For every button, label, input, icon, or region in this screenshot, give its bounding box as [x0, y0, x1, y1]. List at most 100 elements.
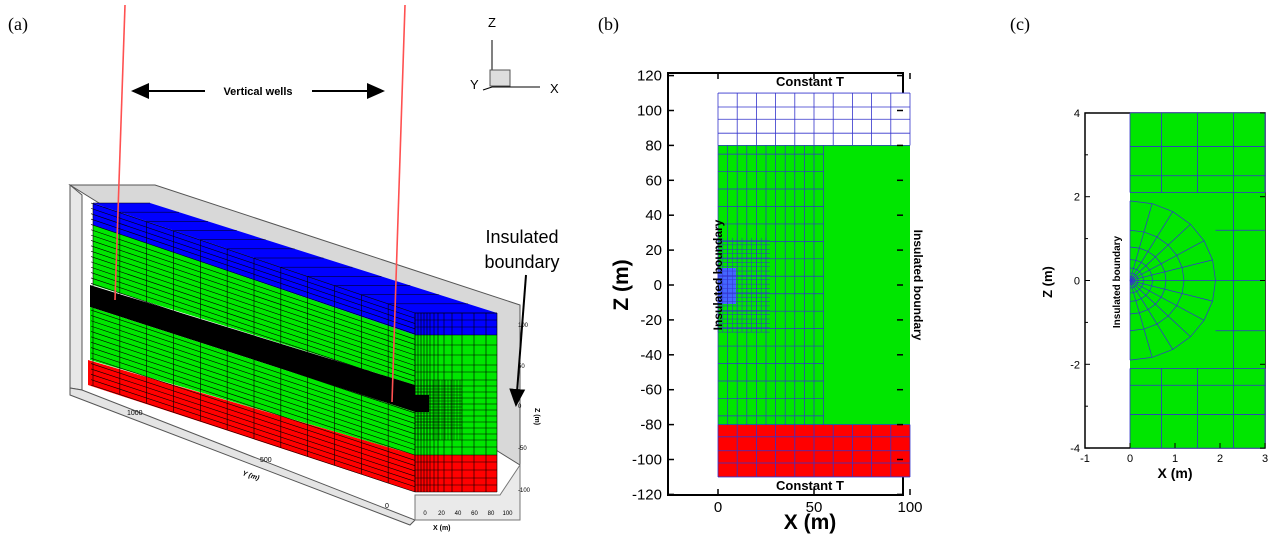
c-radial-spoke — [1129, 280, 1205, 321]
c-radial-spoke — [1129, 259, 1213, 281]
b-y-tick-label: -120 — [632, 486, 662, 503]
side-layer-line — [90, 272, 416, 382]
side-layer-line — [90, 245, 416, 356]
bedrock-side — [88, 360, 415, 492]
c-radial-spoke — [1129, 223, 1191, 281]
side-layer-line — [90, 352, 416, 461]
panel-c-ticks: 4 2 0 -2 -4-1 0 1 2 3 — [1070, 108, 1268, 465]
panel-a-figure: (a) Vertical wells Insulated boundary Z … — [8, 4, 560, 532]
wells-label: Vertical wells — [223, 86, 292, 98]
side-layer-line — [90, 202, 416, 314]
c-radial-ring — [1129, 200, 1216, 361]
side-layer-line — [90, 341, 416, 451]
b-y-tick-label: 100 — [637, 103, 662, 120]
c-radial-ring — [1129, 272, 1139, 289]
fracture-zone — [718, 268, 736, 304]
x-tick-label: 100 — [502, 511, 513, 517]
c-y-tick-label: 4 — [1074, 108, 1080, 120]
side-layer-line — [90, 218, 416, 330]
triad-x: X — [550, 81, 559, 96]
c-radial-ring — [1129, 259, 1153, 302]
side-layer-line — [90, 379, 416, 488]
c-radial-spoke — [1129, 240, 1205, 281]
c-radial-spoke — [1129, 280, 1153, 358]
well-layer-front — [415, 395, 429, 412]
side-layer-line — [90, 229, 416, 340]
side-layer-line — [90, 224, 416, 335]
side-layer-line — [90, 309, 416, 419]
boundary-label-line-1: Insulated — [485, 227, 558, 247]
panel-c-y-axis-title: Z (m) — [1040, 266, 1055, 298]
x-tick-label: 20 — [438, 511, 445, 517]
panel-c-x-axis-title: X (m) — [1158, 465, 1193, 481]
b-y-tick-label: 40 — [645, 207, 662, 224]
b-y-tick-label: -80 — [640, 417, 662, 434]
y-axis-title: Y (m) — [241, 470, 260, 482]
b-y-tick-label: 0 — [654, 277, 662, 294]
boundary-label-line-2: boundary — [484, 252, 559, 272]
side-layer-line — [90, 283, 416, 393]
b-y-tick-label: -20 — [640, 312, 662, 329]
b-y-tick-label: -100 — [632, 452, 662, 469]
c-radial-spoke — [1129, 280, 1191, 338]
b-y-tick-label: 60 — [645, 172, 662, 189]
c-radial-spoke — [1129, 211, 1174, 281]
side-layer-line — [90, 374, 416, 482]
z-axis-title: Z (m) — [533, 408, 540, 425]
side-layer-line — [90, 304, 416, 414]
side-layer-line — [90, 315, 416, 424]
side-layer-line — [90, 325, 416, 435]
b-y-tick-label: 20 — [645, 242, 662, 259]
bounding-box-left — [69, 183, 83, 391]
panel-b-figure: (b) 120 100 80 60 40 20 0 -20 -40 -60 -80 -100 -120 0… — [598, 14, 925, 534]
z-tick-label: -100 — [518, 488, 531, 494]
top-boundary-label: Constant T — [776, 74, 844, 89]
side-layer-line — [90, 384, 416, 493]
b-y-tick-label: 80 — [645, 137, 662, 154]
side-layer-line — [90, 234, 416, 345]
side-layer-line — [90, 336, 416, 445]
x-tick-label: 60 — [471, 511, 478, 517]
c-x-tick-label: -1 — [1080, 453, 1090, 465]
vertical-well-1 — [114, 4, 126, 301]
c-radial-spoke — [1129, 280, 1213, 302]
c-x-tick-label: 0 — [1127, 453, 1133, 465]
c-y-tick-label: -2 — [1070, 359, 1080, 371]
side-layer-line — [90, 363, 416, 472]
side-layer-line — [90, 261, 416, 372]
triad-z: Z — [488, 15, 496, 30]
panel-c-label: (c) — [1010, 14, 1030, 35]
panel-b-y-axis-title: Z (m) — [610, 259, 633, 310]
side-layer-line — [90, 256, 416, 366]
b-x-tick-label: 50 — [806, 499, 823, 516]
panel-b: (b) 120 100 80 60 40 20 0 -20 -40 -60 -80 -100 -120 0… — [590, 0, 980, 535]
c-y-tick-label: -4 — [1070, 443, 1080, 455]
b-x-tick-label: 0 — [714, 499, 722, 516]
bedrock-front — [415, 455, 497, 492]
side-layer-line — [90, 266, 416, 377]
panel-c-figure: (c) 4 2 0 -2 -4-1 0 1 2 3 Insulated boundary Z (… — [1010, 14, 1268, 481]
c-radial-ring — [1129, 275, 1135, 286]
c-radial-ring — [1129, 278, 1133, 283]
z-tick-label: 0 — [518, 404, 522, 410]
side-layer-line — [90, 240, 416, 351]
panel-b-ticks: 120 100 80 60 40 20 0 -20 -40 -60 -80 -100 -120 0 50 10… — [632, 68, 923, 516]
right-boundary-label: Insulated boundary — [911, 230, 925, 341]
x-tick-label: 40 — [455, 511, 462, 517]
side-layer-line — [90, 277, 416, 387]
z-tick-label: 100 — [518, 323, 529, 329]
well-layer-side — [90, 285, 415, 412]
panel-c-mesh — [1129, 112, 1266, 449]
caprock-front — [415, 313, 497, 335]
panel-b-mesh — [717, 92, 911, 478]
c-x-tick-label: 1 — [1172, 453, 1178, 465]
bounding-box-floor — [69, 387, 416, 526]
side-layer-line — [90, 368, 416, 477]
c-y-tick-label: 2 — [1074, 192, 1080, 204]
y-tick-500: 500 — [260, 457, 272, 464]
triad-y: Y — [470, 77, 479, 92]
panel-a-mesh — [90, 202, 498, 493]
boundary-arrow — [509, 274, 527, 407]
b-x-tick-label: 100 — [897, 499, 922, 516]
aquifer-lower-side — [90, 307, 415, 455]
